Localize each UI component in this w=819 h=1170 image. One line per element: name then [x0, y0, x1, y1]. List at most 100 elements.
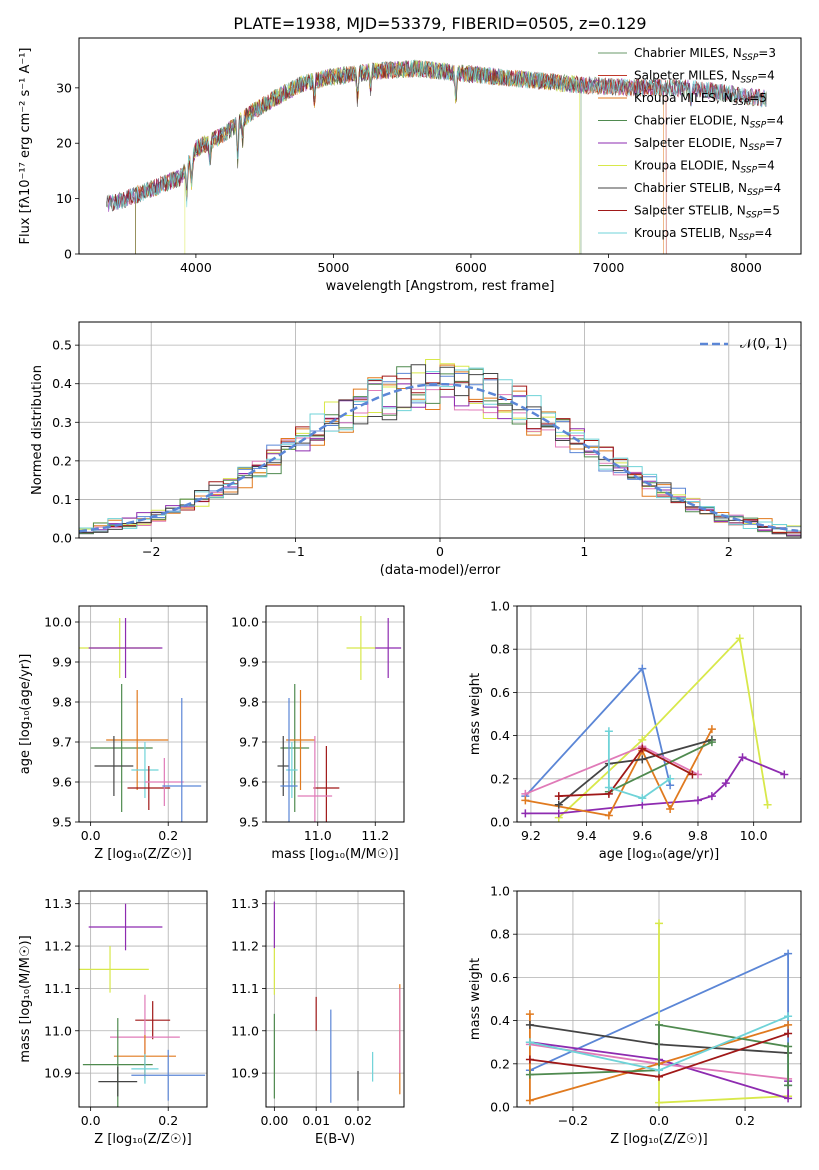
x-tick-label: 9.6 [632, 828, 652, 843]
y-tick-label: 9.6 [52, 775, 72, 790]
axes-weight_vs_age: 9.2 9.4 9.6 9.8 10.0 0.0 0.2 0.4 0.6 0.8 1.0 age [l… [468, 599, 802, 862]
x-axis-label: mass [log₁₀(M/M☉)] [271, 847, 398, 862]
y-tick-label: 9.9 [52, 655, 72, 670]
weight-series-kroupa_elodie [558, 636, 769, 819]
y-tick-label: 9.5 [52, 815, 72, 830]
weight-marker [784, 1012, 793, 1021]
weight-marker [638, 664, 647, 673]
weight-series-chabrier_stelib [558, 739, 713, 806]
weight-marker [784, 1029, 793, 1038]
axes-frame [78, 890, 208, 1108]
weight-marker [525, 1070, 534, 1079]
y-axis-label: Flux [fλ10⁻¹⁷ erg cm⁻² s⁻¹ A⁻¹] [18, 48, 33, 245]
axes-frame [78, 37, 802, 255]
y-tick-label: 0.4 [52, 376, 72, 391]
weight-marker [693, 796, 702, 805]
spectrum-series-kroupa_stelib [109, 60, 767, 210]
y-axis-label: mass [log₁₀(M/M☉)] [18, 935, 33, 1062]
axes-frame [516, 605, 802, 823]
x-tick-label: 0.0 [649, 1113, 669, 1128]
legend-entry: Salpeter ELODIE, NSSP=7 [634, 136, 783, 153]
axes-frame [78, 605, 208, 823]
y-axis-label: mass weight [468, 958, 483, 1040]
weight-marker [525, 1096, 534, 1105]
weight-marker [784, 949, 793, 958]
x-tick-label: 2 [725, 544, 733, 559]
x-tick-label: 10.0 [740, 828, 768, 843]
weight-marker [604, 727, 613, 736]
weight-marker [688, 770, 697, 779]
histogram-chabrier_stelib [79, 364, 801, 538]
weight-series-salpeter_stelib [558, 747, 693, 797]
weight-marker [521, 796, 530, 805]
y-tick-label: 1.0 [490, 884, 510, 899]
y-tick-label: 0.4 [490, 1013, 510, 1028]
y-tick-label: 9.8 [52, 695, 72, 710]
y-tick-label: 9.7 [52, 735, 72, 750]
weight-marker [784, 1094, 793, 1103]
y-tick-label: 9.9 [239, 655, 259, 670]
x-tick-label: 7000 [593, 260, 625, 275]
y-axis-label: Normed distribution [30, 365, 45, 495]
weight-marker [604, 783, 613, 792]
x-tick-label: 0.01 [302, 1113, 330, 1128]
plot-area [525, 919, 793, 1107]
y-tick-label: 9.8 [239, 695, 259, 710]
y-tick-label: 11.3 [44, 896, 72, 911]
plot-area [79, 903, 206, 1107]
y-tick-label: 0.2 [490, 771, 510, 786]
x-tick-label: 4000 [180, 260, 212, 275]
x-tick-label: 0.2 [158, 1113, 178, 1128]
y-tick-label: 0.8 [490, 642, 510, 657]
x-tick-label: 0.2 [158, 828, 178, 843]
weight-marker [707, 738, 716, 747]
weight-marker [780, 770, 789, 779]
weight-marker [655, 919, 663, 928]
y-axis-label: mass weight [468, 673, 483, 755]
x-tick-label: 9.4 [577, 828, 597, 843]
weight-marker [525, 1038, 534, 1047]
axes-frame [265, 605, 405, 823]
x-tick-label: 8000 [730, 260, 762, 275]
x-axis-label: (data-model)/error [380, 563, 501, 578]
x-tick-label: 0.00 [260, 1113, 288, 1128]
y-tick-label: 9.7 [239, 735, 259, 750]
weight-marker [707, 792, 716, 801]
axes-frame [265, 890, 405, 1108]
x-tick-label: −2 [142, 544, 160, 559]
spectrum-series-kroupa_elodie [184, 60, 580, 254]
axes-frame [78, 321, 802, 539]
weight-marker [721, 779, 730, 788]
plot-area [277, 616, 402, 822]
y-tick-label: 0.2 [52, 453, 72, 468]
x-axis-label: age [log₁₀(age/yr)] [599, 847, 720, 862]
x-axis-label: Z [log₁₀(Z/Z☉)] [610, 1132, 707, 1147]
x-axis-label: Z [log₁₀(Z/Z☉)] [94, 1132, 191, 1147]
axes-age_vs_Z: 0.0 0.2 9.5 9.6 9.7 9.8 9.9 10.0 Z [log₁₀(Z/Z☉)]… [18, 605, 208, 862]
weight-marker [666, 774, 675, 783]
y-tick-label: 10 [56, 191, 72, 206]
spectrum-legend: Chabrier MILES, NSSP=3 Salpeter MILES, NS… [598, 46, 784, 243]
y-tick-label: 11.1 [231, 981, 259, 996]
weight-marker [784, 1081, 793, 1090]
x-tick-label: 11.0 [304, 828, 332, 843]
legend-entry: Kroupa MILES, NSSP=5 [634, 91, 767, 108]
spectrum-series-kroupa_miles [135, 60, 664, 254]
axes-residuals: −2 −1 0 1 2 0.0 0.1 0.2 0.3 0.4 0.5 (data-model)/er… [30, 321, 802, 578]
y-tick-label: 0.6 [490, 970, 510, 985]
y-tick-label: 10.0 [44, 615, 72, 630]
weight-marker [655, 1098, 663, 1107]
x-tick-label: 6000 [455, 260, 487, 275]
weight-marker [738, 753, 747, 762]
y-tick-label: 11.2 [231, 939, 259, 954]
x-tick-label: 9.8 [688, 828, 708, 843]
weight-marker [525, 1020, 534, 1029]
axes-mass_vs_Z: 0.0 0.2 10.9 11.0 11.1 11.2 11.3 Z [log₁₀(Z/Z☉)… [18, 890, 208, 1147]
y-tick-label: 11.0 [231, 1023, 259, 1038]
x-tick-label: 5000 [318, 260, 350, 275]
axes-age_vs_mass: 11.0 11.2 9.5 9.6 9.7 9.8 9.9 10.0 mass [log₁₀(M… [231, 605, 405, 862]
weight-marker [525, 1010, 534, 1019]
weight-marker [655, 1020, 663, 1029]
axes-frame [516, 890, 802, 1108]
normal-curve [79, 382, 799, 533]
